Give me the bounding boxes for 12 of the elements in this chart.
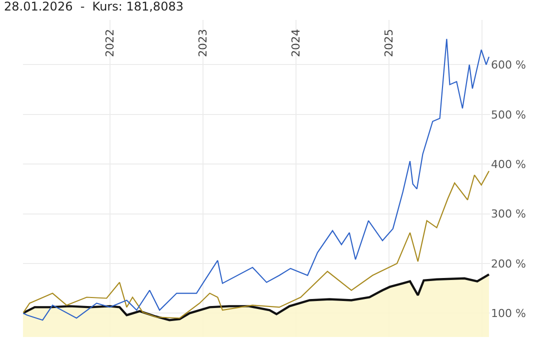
y-tick-label: 500 % [491, 108, 526, 122]
y-tick-label: 600 % [491, 58, 526, 72]
y-tick-label: 100 % [491, 307, 526, 320]
x-tick-label: 2025 [382, 29, 396, 58]
y-tick-label: 400 % [491, 158, 526, 171]
y-tick-label: 200 % [491, 257, 526, 270]
x-tick-label: 2023 [196, 29, 210, 58]
x-tick-label: 2022 [103, 29, 116, 58]
chart-title: 28.01.2026 - Kurs: 181,8083 [4, 0, 184, 14]
y-tick-label: 300 % [491, 208, 526, 221]
x-tick-label: 2024 [289, 29, 302, 58]
line-series [23, 170, 490, 319]
